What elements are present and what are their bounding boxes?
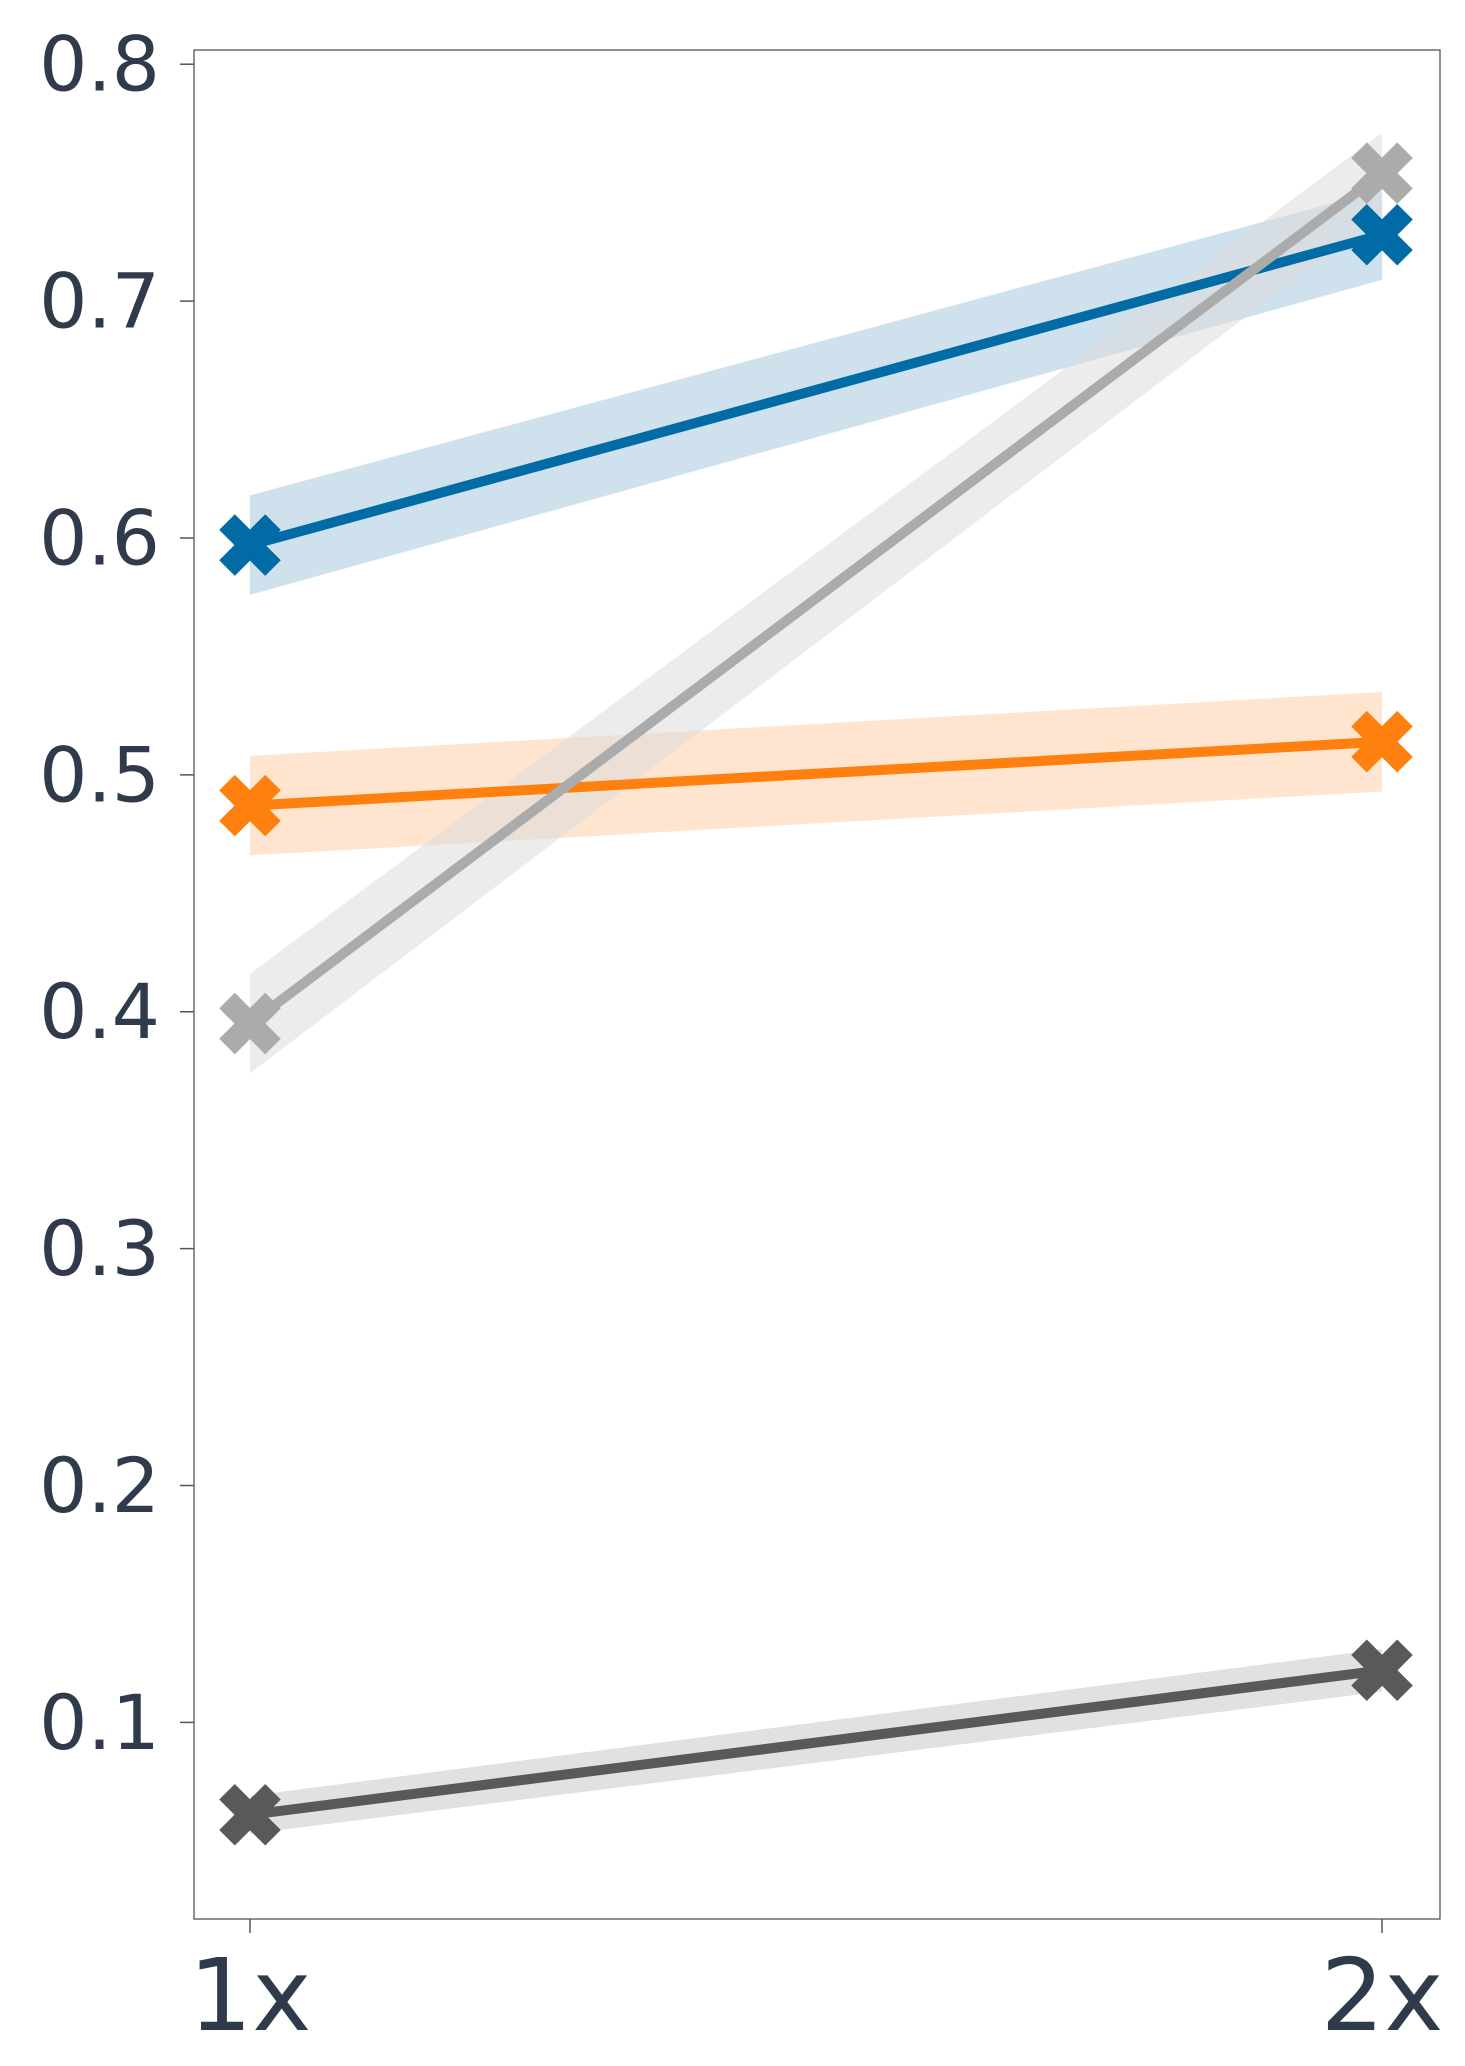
y-tick-label: 0.1 [39, 1678, 160, 1767]
y-tick-label: 0.5 [39, 730, 160, 819]
series-line-2 [245, 736, 1387, 811]
data-point-series-2-1x [219, 774, 281, 837]
x-axis: 1x 2x [189, 1919, 1444, 2054]
series-line-4 [245, 1665, 1387, 1820]
data-point-series-3-2x [1351, 142, 1413, 204]
data-point-series-2-2x [1351, 710, 1413, 773]
plot-frame [193, 49, 1441, 1920]
y-tick-label: 0.3 [39, 1204, 160, 1293]
series-line-3 [245, 168, 1387, 1029]
y-axis: 0.1 0.2 0.3 0.4 0.5 0.6 0.7 0.8 [39, 20, 194, 1767]
x-tick-label: 2x [1321, 1937, 1444, 2054]
series-line-1 [245, 229, 1387, 551]
y-tick-label: 0.8 [39, 20, 160, 109]
y-tick-label: 0.7 [39, 257, 160, 346]
data-point-series-1-1x [219, 514, 281, 576]
series-markers [219, 142, 1413, 1846]
y-tick-label: 0.6 [39, 493, 160, 582]
data-point-series-4-2x [1351, 1639, 1413, 1702]
data-point-series-4-1x [219, 1783, 281, 1846]
y-tick-label: 0.4 [39, 967, 160, 1056]
data-point-series-1-2x [1351, 203, 1413, 266]
y-tick-label: 0.2 [39, 1441, 160, 1530]
series-lines [245, 168, 1387, 1820]
data-point-series-3-1x [219, 992, 281, 1055]
x-tick-label: 1x [189, 1937, 312, 2054]
